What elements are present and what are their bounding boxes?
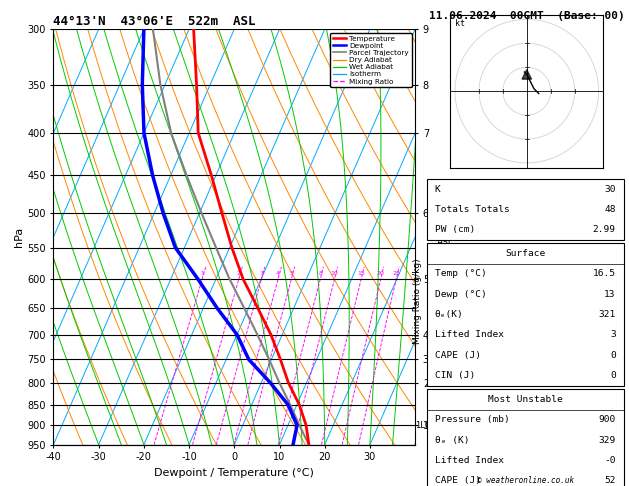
Text: 329: 329	[599, 435, 616, 445]
Text: Totals Totals: Totals Totals	[435, 205, 509, 214]
Bar	[426, 179, 624, 240]
Text: 10: 10	[331, 271, 338, 276]
Y-axis label: hPa: hPa	[14, 227, 25, 247]
Text: 2.99: 2.99	[593, 225, 616, 234]
Text: kt: kt	[455, 19, 465, 28]
X-axis label: Dewpoint / Temperature (°C): Dewpoint / Temperature (°C)	[154, 468, 314, 478]
Text: 3: 3	[259, 271, 264, 276]
Text: 20: 20	[377, 271, 385, 276]
Text: 1: 1	[200, 271, 204, 276]
Text: 52: 52	[604, 476, 616, 485]
Text: 15: 15	[357, 271, 365, 276]
Text: Lifted Index: Lifted Index	[435, 330, 504, 339]
Polygon shape	[522, 69, 532, 79]
Text: 321: 321	[599, 310, 616, 319]
Text: CIN (J): CIN (J)	[435, 371, 475, 380]
Text: -0: -0	[604, 456, 616, 465]
Text: 4: 4	[276, 271, 280, 276]
Text: © weatheronline.co.uk: © weatheronline.co.uk	[477, 475, 574, 485]
Text: θₑ(K): θₑ(K)	[435, 310, 464, 319]
Legend: Temperature, Dewpoint, Parcel Trajectory, Dry Adiabat, Wet Adiabat, Isotherm, Mi: Temperature, Dewpoint, Parcel Trajectory…	[330, 33, 411, 87]
Text: 2: 2	[237, 271, 241, 276]
Y-axis label: km
ASL: km ASL	[437, 227, 454, 246]
Text: 5: 5	[289, 271, 293, 276]
Text: 44°13'N  43°06'E  522m  ASL: 44°13'N 43°06'E 522m ASL	[53, 15, 256, 28]
Text: θₑ (K): θₑ (K)	[435, 435, 469, 445]
Text: K: K	[435, 185, 440, 193]
Text: Temp (°C): Temp (°C)	[435, 269, 486, 278]
Text: 16.5: 16.5	[593, 269, 616, 278]
Text: CAPE (J): CAPE (J)	[435, 476, 481, 485]
Text: 900: 900	[599, 416, 616, 424]
Text: CAPE (J): CAPE (J)	[435, 351, 481, 360]
Text: 11.06.2024  00GMT  (Base: 00): 11.06.2024 00GMT (Base: 00)	[429, 11, 625, 21]
Text: 0: 0	[610, 351, 616, 360]
Text: 30: 30	[604, 185, 616, 193]
Text: Pressure (mb): Pressure (mb)	[435, 416, 509, 424]
Text: Mixing Ratio (g/kg): Mixing Ratio (g/kg)	[413, 259, 422, 344]
Text: PW (cm): PW (cm)	[435, 225, 475, 234]
Text: 13: 13	[604, 290, 616, 299]
Text: 3: 3	[610, 330, 616, 339]
Bar	[426, 243, 624, 386]
Text: Dewp (°C): Dewp (°C)	[435, 290, 486, 299]
Bar	[426, 389, 624, 486]
Text: 0: 0	[610, 371, 616, 380]
Text: 1LCL: 1LCL	[415, 421, 435, 430]
Text: Most Unstable: Most Unstable	[488, 395, 562, 404]
Text: 48: 48	[604, 205, 616, 214]
Text: 8: 8	[318, 271, 322, 276]
Text: Lifted Index: Lifted Index	[435, 456, 504, 465]
Text: Surface: Surface	[505, 249, 545, 258]
Text: 25: 25	[392, 271, 400, 276]
